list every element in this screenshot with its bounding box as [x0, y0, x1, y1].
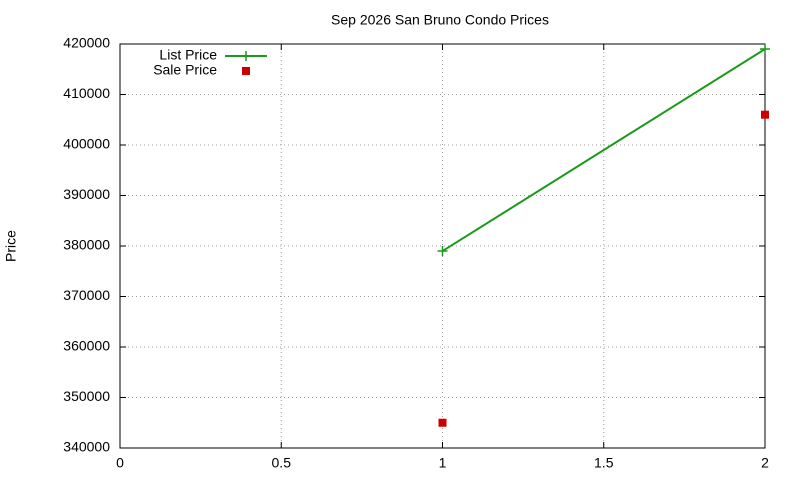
x-tick-label: 2 [761, 455, 769, 471]
y-tick-label: 400000 [63, 136, 110, 152]
y-tick-label: 380000 [63, 237, 110, 253]
legend-label: List Price [159, 47, 217, 63]
data-point [760, 44, 770, 55]
y-tick-label: 410000 [63, 85, 110, 101]
x-tick-label: 1 [439, 455, 447, 471]
legend-label: Sale Price [153, 62, 217, 78]
y-tick-label: 390000 [63, 186, 110, 202]
y-tick-label: 420000 [63, 35, 110, 51]
plot-border [119, 43, 766, 449]
x-tick-label: 0 [116, 455, 124, 471]
data-point [761, 110, 769, 119]
legend-marker [242, 67, 250, 75]
chart-title: Sep 2026 San Bruno Condo Prices [331, 12, 549, 28]
y-tick-label: 360000 [63, 338, 110, 354]
data-point [437, 246, 448, 257]
x-tick-label: 0.5 [272, 455, 292, 471]
data-point [438, 418, 447, 427]
series-line [441, 48, 766, 252]
y-axis-label: Price [3, 230, 19, 262]
y-tick-label: 370000 [63, 287, 110, 303]
x-tick-label: 1.5 [594, 455, 614, 471]
y-tick-label: 340000 [63, 439, 110, 455]
legend-marker [241, 51, 251, 61]
y-tick-label: 350000 [63, 388, 110, 404]
